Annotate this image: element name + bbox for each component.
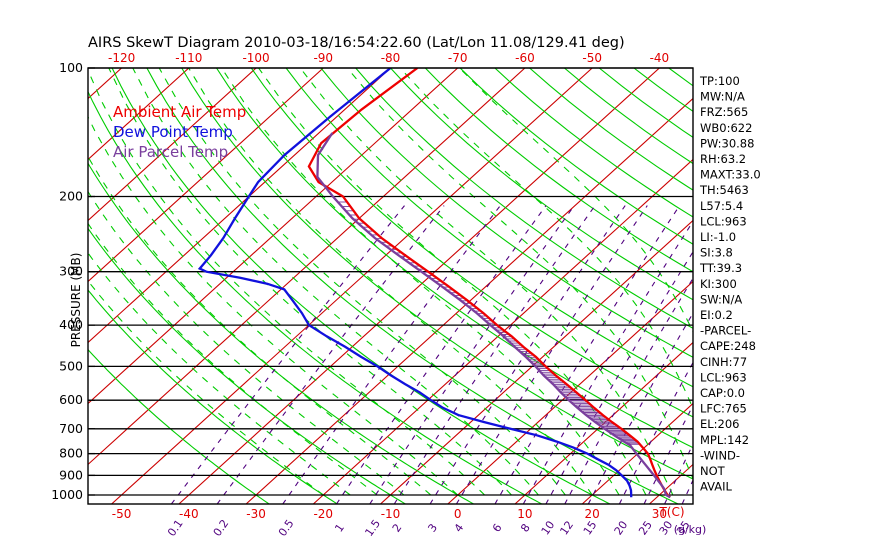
stat-item: TP:100: [699, 74, 740, 88]
mixing-ratio-tick-label: 12: [557, 519, 576, 538]
mixing-ratio-tick-label: 1: [332, 521, 347, 534]
mixing-ratio-tick-label: 30: [657, 519, 676, 538]
stat-item: MW:N/A: [700, 90, 745, 104]
stat-item: LFC:765: [700, 402, 747, 416]
pressure-tick-label: 200: [59, 189, 83, 204]
cape-shaded-region: [337, 201, 640, 445]
curve-ambient-air-temp: [307, 68, 671, 499]
curve-dew-point-temp: [197, 68, 633, 498]
pressure-tick-label: 1000: [51, 487, 83, 502]
pressure-tick-label: 100: [59, 60, 83, 75]
bottom-tick-label: -50: [112, 507, 132, 521]
bottom-tick-label: -20: [313, 507, 333, 521]
mixing-ratio-tick-label: 4: [452, 521, 467, 534]
stat-item: SW:N/A: [700, 292, 742, 306]
stat-item: NOT: [700, 464, 726, 478]
isotherm-lines: [88, 68, 693, 504]
bottom-tick-label: 30: [652, 507, 667, 521]
stat-item: LCL:963: [700, 214, 747, 228]
bottom-tick-label: -10: [381, 507, 401, 521]
stat-item: MPL:142: [700, 433, 749, 447]
mixing-ratio-tick-label: 25: [636, 519, 655, 538]
mixing-ratio-tick-label: 3: [425, 521, 440, 534]
pressure-tick-label: 400: [59, 317, 83, 332]
legend-dew-point-temp: Dew Point Temp: [113, 123, 233, 141]
top-tick-label: -40: [650, 51, 670, 65]
sounding-curves: [197, 68, 671, 499]
bottom-tick-label: -30: [246, 507, 266, 521]
stat-item: TH:5463: [699, 183, 749, 197]
top-tick-label: -80: [381, 51, 401, 65]
mixing-ratio-lines: [170, 205, 693, 504]
mixing-ratio-tick-label: 6: [490, 521, 505, 534]
mixing-ratio-tick-label: 8: [518, 521, 533, 534]
x-axis-label-temp: T(C): [658, 505, 684, 519]
dry-adiabat-lines: [88, 68, 693, 504]
stat-item: CAP:0.0: [700, 386, 745, 400]
plot-frame: [87, 67, 694, 505]
mixing-ratio-tick-label: 0.5: [276, 517, 297, 539]
y-axis-label: PRESSURE (MB): [69, 253, 83, 348]
moist-adiabat-lines: [88, 68, 693, 496]
mixing-ratio-tick-label: 20: [612, 519, 631, 538]
pressure-tick-label: 300: [59, 264, 83, 279]
bottom-tick-label: 20: [585, 507, 600, 521]
mixing-ratio-tick-label: 15: [581, 519, 600, 538]
stat-item: MAXT:33.0: [700, 168, 761, 182]
mixing-ratio-tick-label: 2: [390, 521, 405, 534]
x-axis-label-mixing: (g/kg): [674, 523, 707, 536]
pressure-tick-label: 700: [59, 421, 83, 436]
stat-item: LI:-1.0: [700, 230, 736, 244]
top-axis-ticks: -120 -110 -100 -90 -80 -70 -60 -50 -40: [108, 51, 669, 65]
stat-item: -PARCEL-: [700, 324, 751, 338]
stat-item: PW:30.88: [700, 136, 754, 150]
chart-title: AIRS SkewT Diagram 2010-03-18/16:54:22.6…: [88, 35, 625, 51]
pressure-tick-label: 500: [59, 358, 83, 373]
top-tick-label: -50: [582, 51, 602, 65]
top-tick-label: -110: [175, 51, 202, 65]
mixing-ratio-tick-label: 0.2: [211, 517, 232, 539]
stat-item: KI:300: [700, 277, 737, 291]
bottom-tick-label: -40: [179, 507, 199, 521]
stat-item: EL:206: [700, 417, 740, 431]
stat-item: EI:0.2: [700, 308, 733, 322]
stat-item: TT:39.3: [699, 261, 742, 275]
stat-item: LCL:963: [700, 370, 747, 384]
stat-item: RH:63.2: [700, 152, 746, 166]
bottom-tick-label: 10: [517, 507, 532, 521]
pressure-tick-label: 600: [59, 392, 83, 407]
stat-item: L57:5.4: [700, 199, 743, 213]
stat-item: FRZ:565: [700, 105, 748, 119]
stat-item: -WIND-: [700, 448, 740, 462]
top-tick-label: -70: [448, 51, 468, 65]
legend-ambient-air-temp: Ambient Air Temp: [113, 103, 246, 121]
pressure-tick-label: 900: [59, 467, 83, 482]
stat-item: CINH:77: [700, 355, 747, 369]
curve-air-parcel-temp: [316, 132, 671, 499]
pressure-tick-label: 800: [59, 446, 83, 461]
bottom-axis-ticks: -50 -40 -30 -20 -10 0 10 20 30: [112, 507, 667, 521]
top-tick-label: -100: [242, 51, 269, 65]
top-tick-label: -60: [515, 51, 535, 65]
pressure-axis-ticks: 100 200 300 400 500 600 700 800 900 1000: [51, 60, 95, 502]
bottom-tick-label: 0: [454, 507, 462, 521]
stat-item: WB0:622: [700, 121, 752, 135]
mixing-ratio-tick-label: 10: [539, 519, 558, 538]
stat-item: SI:3.8: [700, 246, 733, 260]
stat-item: AVAIL: [700, 480, 733, 494]
top-tick-label: -120: [108, 51, 135, 65]
stat-item: CAPE:248: [700, 339, 756, 353]
legend-air-parcel-temp: Air Parcel Temp: [113, 143, 228, 161]
top-tick-label: -90: [313, 51, 333, 65]
